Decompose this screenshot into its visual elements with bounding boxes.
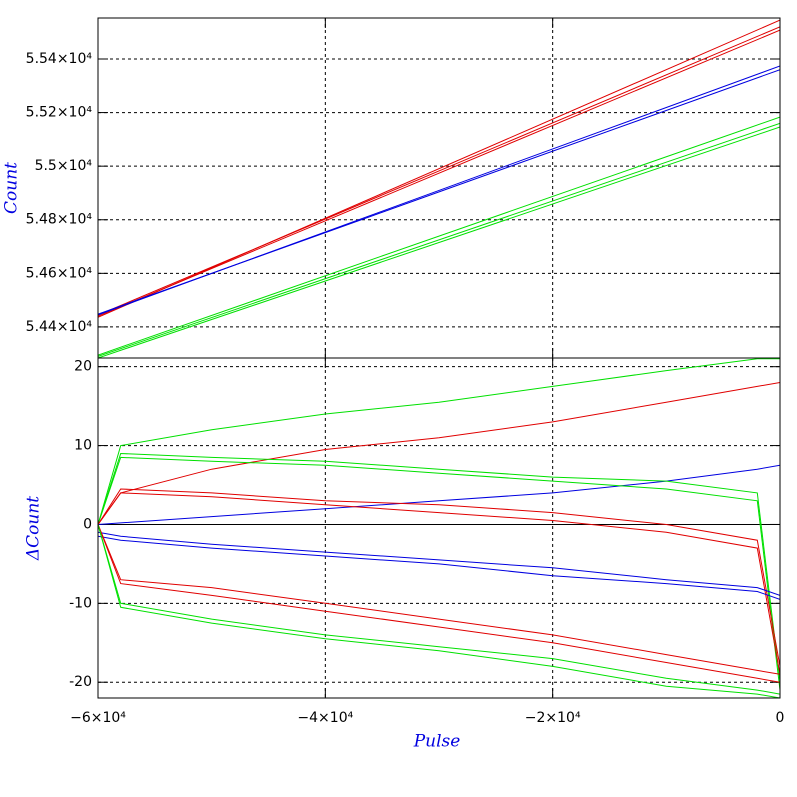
y-tick-label: 5.54×10⁴: [26, 51, 93, 67]
x-tick-label: 0: [776, 710, 785, 726]
data-line: [98, 26, 780, 316]
data-line: [98, 456, 780, 691]
y-tick-label: 5.5×10⁴: [35, 158, 93, 174]
y-tick-label: 5.52×10⁴: [26, 105, 93, 121]
data-line: [98, 116, 780, 356]
y-axis-title: Count: [2, 162, 22, 214]
data-line: [98, 382, 780, 525]
x-tick-label: −2×10⁴: [525, 710, 581, 726]
data-line: [98, 464, 780, 525]
data-line: [98, 122, 780, 357]
x-axis-title: Pulse: [413, 732, 461, 752]
data-line: [98, 69, 780, 315]
frame: [97, 357, 781, 699]
y-tick-label: 5.48×10⁴: [26, 212, 93, 228]
y-tick-label: 5.46×10⁴: [26, 265, 93, 281]
y-tick-label: 20: [74, 359, 92, 375]
data-line: [98, 452, 780, 683]
data-line: [98, 531, 780, 596]
data-line: [98, 535, 780, 600]
data-line: [98, 524, 780, 683]
data-line: [98, 126, 780, 358]
x-tick-label: −6×10⁴: [70, 710, 126, 726]
y-tick-label: 5.44×10⁴: [26, 319, 93, 335]
data-line: [98, 488, 780, 667]
frame: [97, 17, 781, 359]
y-axis-title: ΔCount: [24, 496, 44, 561]
plot-area: [98, 19, 780, 358]
data-line: [98, 29, 780, 317]
y-tick-label: -10: [69, 595, 92, 611]
data-line: [98, 358, 780, 525]
x-tick-label: −4×10⁴: [297, 710, 353, 726]
data-line: [98, 524, 780, 675]
y-tick-label: 10: [74, 438, 92, 454]
plot-area: [98, 358, 780, 698]
data-line: [98, 524, 780, 698]
y-tick-label: 0: [83, 516, 92, 532]
data-line: [98, 492, 780, 675]
data-line: [98, 19, 780, 318]
data-line: [98, 524, 780, 695]
y-tick-label: -20: [69, 674, 92, 690]
